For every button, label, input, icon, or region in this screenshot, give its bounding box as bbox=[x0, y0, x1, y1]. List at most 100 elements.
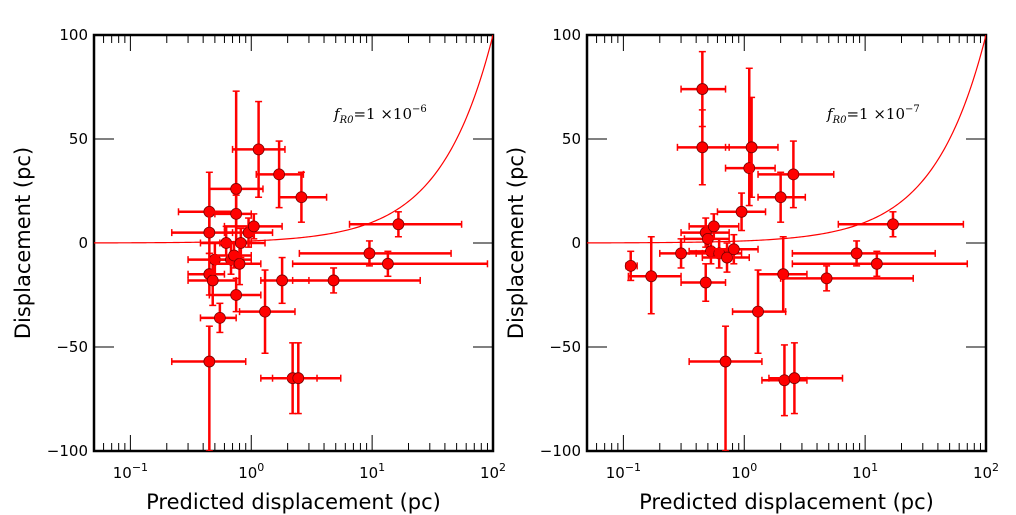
data-point bbox=[260, 256, 310, 305]
marker bbox=[276, 274, 289, 287]
marker bbox=[721, 251, 733, 264]
marker bbox=[788, 372, 801, 385]
marker bbox=[752, 305, 764, 318]
marker bbox=[381, 257, 394, 270]
data-point bbox=[298, 240, 452, 267]
y-axis-title: Displacement (pc) bbox=[11, 147, 35, 339]
data-point bbox=[171, 325, 247, 451]
marker bbox=[645, 270, 658, 283]
y-tick-label: 0 bbox=[571, 234, 581, 252]
marker bbox=[696, 83, 709, 95]
marker bbox=[203, 226, 216, 239]
annotation-f: f bbox=[826, 105, 835, 123]
marker bbox=[233, 257, 246, 270]
marker bbox=[707, 220, 720, 233]
x-tick-label: 102 bbox=[973, 461, 999, 482]
y-tick-label: 0 bbox=[78, 234, 88, 252]
x-tick-label: 10−1 bbox=[606, 461, 641, 482]
data-point bbox=[757, 171, 807, 223]
marker bbox=[870, 257, 883, 270]
data-point bbox=[260, 342, 342, 415]
annotation-f: f bbox=[333, 105, 342, 123]
data-point bbox=[837, 211, 965, 238]
x-tick-label: 101 bbox=[359, 461, 385, 482]
x-tick-label: 100 bbox=[731, 461, 757, 482]
annotation-sub: R0 bbox=[832, 115, 848, 126]
x-tick-base: 10 bbox=[480, 464, 499, 482]
marker bbox=[259, 305, 271, 318]
marker bbox=[850, 247, 863, 260]
marker bbox=[363, 247, 376, 260]
data-point bbox=[291, 250, 489, 278]
x-tick-exp: 2 bbox=[499, 461, 506, 474]
x-tick-base: 10 bbox=[852, 464, 871, 482]
annotation-mid: =1 ×10 bbox=[846, 105, 905, 123]
marker bbox=[392, 218, 405, 231]
model-annotation: fR0=1 ×10−6 bbox=[333, 104, 427, 126]
model-annotation: fR0=1 ×10−7 bbox=[826, 104, 920, 126]
marker bbox=[719, 355, 732, 368]
data-point bbox=[757, 236, 808, 313]
data-point bbox=[627, 236, 682, 315]
y-tick-label: −50 bbox=[549, 338, 581, 356]
data-point bbox=[659, 238, 704, 269]
data-point bbox=[688, 213, 740, 240]
data-point bbox=[177, 171, 237, 234]
annotation-exp: −7 bbox=[905, 104, 920, 115]
data-point bbox=[779, 265, 914, 292]
data-point bbox=[680, 50, 727, 128]
x-tick-label: 101 bbox=[852, 461, 878, 482]
x-tick-base: 10 bbox=[113, 464, 132, 482]
data-point bbox=[757, 140, 835, 209]
data-point bbox=[724, 96, 779, 198]
marker bbox=[820, 272, 833, 285]
data-point bbox=[187, 258, 237, 307]
marker bbox=[230, 207, 243, 220]
data-point bbox=[291, 267, 421, 294]
x-tick-exp: 1 bbox=[378, 461, 385, 474]
x-tick-label: 100 bbox=[238, 461, 264, 482]
marker bbox=[295, 191, 308, 204]
marker bbox=[247, 220, 260, 233]
x-tick-label: 102 bbox=[480, 461, 506, 482]
marker bbox=[327, 274, 340, 287]
data-point bbox=[208, 277, 262, 313]
data-point bbox=[731, 269, 787, 354]
y-tick-label: −100 bbox=[47, 442, 88, 460]
data-point bbox=[768, 342, 844, 415]
x-tick-exp: 0 bbox=[750, 461, 757, 474]
marker bbox=[727, 243, 740, 256]
x-tick-base: 10 bbox=[973, 464, 992, 482]
x-tick-base: 10 bbox=[606, 464, 625, 482]
x-tick-exp: 1 bbox=[871, 461, 878, 474]
marker bbox=[735, 205, 748, 218]
x-tick-exp: −1 bbox=[625, 461, 641, 474]
data-point bbox=[701, 242, 751, 273]
marker bbox=[675, 247, 687, 260]
data-point bbox=[199, 302, 237, 334]
marker bbox=[774, 191, 787, 204]
data-point bbox=[171, 211, 234, 255]
marker bbox=[230, 183, 243, 195]
data-point bbox=[238, 269, 296, 354]
x-tick-base: 10 bbox=[731, 464, 750, 482]
data-point bbox=[680, 263, 727, 302]
data-point bbox=[791, 250, 969, 278]
marker bbox=[745, 141, 758, 154]
marker bbox=[778, 374, 791, 387]
x-tick-exp: 0 bbox=[257, 461, 264, 474]
data-point bbox=[724, 67, 776, 207]
x-axis-title: Predicted displacement (pc) bbox=[146, 490, 441, 514]
marker bbox=[252, 143, 265, 156]
x-tick-exp: −1 bbox=[132, 461, 148, 474]
marker bbox=[234, 237, 247, 249]
marker bbox=[787, 168, 800, 181]
x-tick-label: 10−1 bbox=[113, 461, 148, 482]
y-tick-label: 50 bbox=[562, 130, 581, 148]
marker bbox=[696, 141, 709, 154]
x-tick-exp: 2 bbox=[992, 461, 999, 474]
marker bbox=[292, 372, 305, 385]
